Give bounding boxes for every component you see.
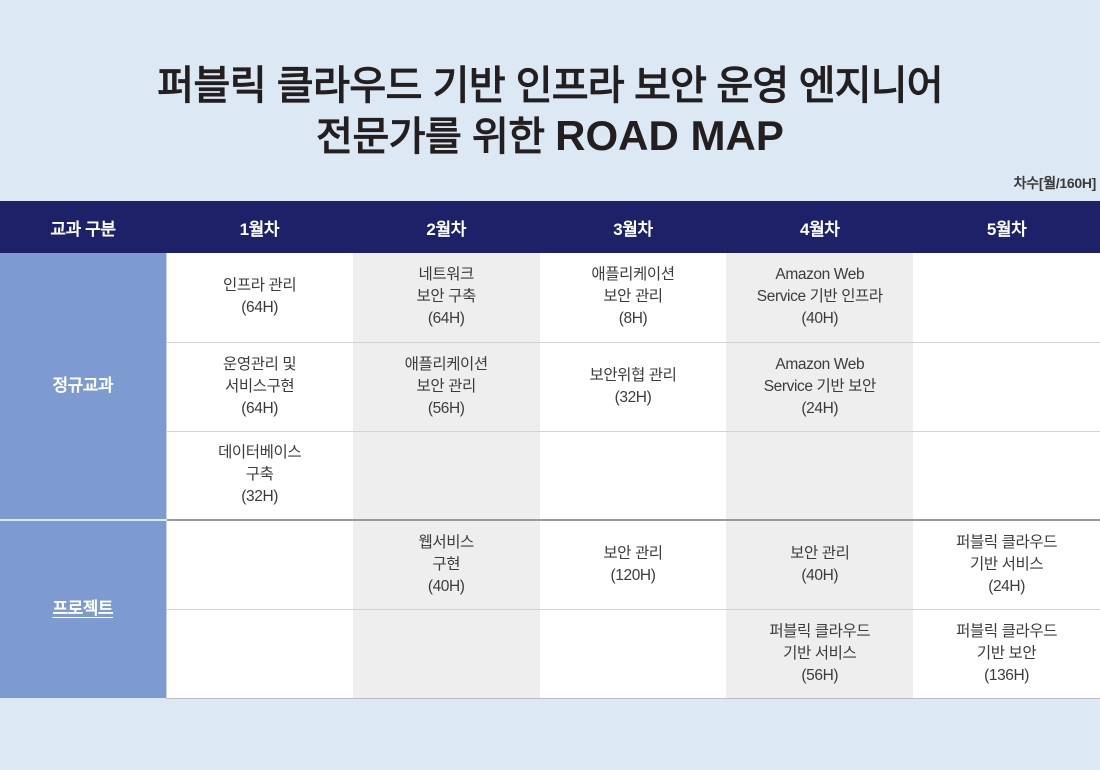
page-title-line-2-normal: 전문가를 위한 (316, 115, 556, 159)
course-cell: 보안 관리 (120H) (539, 519, 727, 610)
table-header-month4: 4월차 (726, 201, 914, 253)
course-hours: (40H) (427, 577, 465, 595)
course-hours: (136H) (984, 666, 1030, 684)
course-name: Amazon Web Service 기반 보안 (763, 355, 877, 395)
course-cell: Amazon Web Service 기반 보안 (24H) (726, 342, 914, 432)
roadmap-table: 교과 구분 1월차 2월차 3월차 4월차 5월차 정규교과 인프라 관리 (64H) 네트워크… (0, 201, 1100, 699)
course-name: 애플리케이션 보안 관리 (404, 355, 489, 395)
course-cell-empty (539, 431, 727, 521)
course-hours: (40H) (801, 310, 839, 328)
course-name: 네트워크 보안 구축 (416, 266, 477, 306)
course-name: 보안 관리 (603, 544, 663, 562)
course-hours: (32H) (241, 488, 279, 506)
course-name: 퍼블릭 클라우드 기반 서비스 (769, 622, 871, 662)
course-cell-empty (166, 609, 353, 699)
course-name: 웹서비스 구현 (418, 533, 474, 573)
course-cell: 인프라 관리 (64H) (166, 253, 353, 343)
course-cell: Amazon Web Service 기반 인프라 (40H) (726, 253, 914, 343)
course-hours: (24H) (988, 577, 1025, 595)
course-hours: (8H) (618, 310, 648, 328)
course-cell: 운영관리 및 서비스구현 (64H) (166, 342, 353, 432)
table-row: 운영관리 및 서비스구현 (64H) 애플리케이션 보안 관리 (56H) 보안위협 관리 (… (0, 342, 1100, 432)
page-title-line-2: 전문가를 위한 ROAD MAP (0, 111, 1100, 162)
course-cell-empty (913, 342, 1100, 432)
course-cell: 퍼블릭 클라우드 기반 서비스 (56H) (726, 609, 914, 699)
course-cell-empty (913, 431, 1100, 521)
course-name: 보안 관리 (790, 544, 850, 562)
course-cell: 애플리케이션 보안 관리 (56H) (352, 342, 540, 432)
course-name: 운영관리 및 서비스구현 (223, 355, 297, 395)
group-label-text: 정규교과 (52, 375, 114, 395)
page-title-line-1-emphasis: 인프라 보안 운영 엔지니어 (515, 64, 944, 108)
table-header-division: 교과 구분 (0, 201, 166, 253)
table-header-month1: 1월차 (166, 201, 353, 253)
course-name: 인프라 관리 (223, 277, 297, 295)
group-label-text: 프로젝트 (52, 599, 114, 619)
course-hours: (120H) (610, 566, 656, 584)
group-label-2: 프로젝트 (0, 519, 167, 698)
course-cell: 보안위협 관리 (32H) (539, 342, 727, 432)
course-cell-empty (352, 609, 540, 699)
page-title-line-1-normal: 퍼블릭 클라우드 기반 (157, 64, 516, 108)
table-header-month5: 5월차 (913, 201, 1100, 253)
course-name: 퍼블릭 클라우드 기반 서비스 (956, 533, 1058, 573)
course-cell-empty (539, 609, 727, 699)
course-name: 데이터베이스 구축 (218, 444, 302, 484)
course-name: 보안위협 관리 (589, 366, 677, 384)
unit-note: 차수[월/160H] (1013, 175, 1097, 191)
table-row: 정규교과 인프라 관리 (64H) 네트워크 보안 구축 (64H) 애플리케이션 보안 관리… (0, 253, 1100, 520)
course-cell: 웹서비스 구현 (40H) (352, 519, 540, 610)
course-cell: 보안 관리 (40H) (726, 519, 914, 610)
course-name: Amazon Web Service 기반 인프라 (756, 266, 883, 306)
course-hours: (24H) (801, 399, 839, 417)
course-hours: (64H) (427, 310, 465, 328)
table-header-month2: 2월차 (352, 201, 540, 253)
table-body: 정규교과 인프라 관리 (64H) 네트워크 보안 구축 (64H) 애플리케이션 보안 관리… (0, 253, 1100, 699)
course-hours: (56H) (427, 399, 465, 417)
course-hours: (64H) (241, 299, 279, 317)
course-cell: 데이터베이스 구축 (32H) (166, 431, 353, 521)
course-cell: 네트워크 보안 구축 (64H) (352, 253, 540, 343)
page-title-block: 퍼블릭 클라우드 기반 인프라 보안 운영 엔지니어 전문가를 위한 ROAD … (0, 0, 1100, 162)
course-name: 애플리케이션 보안 관리 (591, 266, 675, 306)
course-cell-empty (913, 253, 1100, 343)
course-cell-empty (166, 519, 353, 610)
course-cell-empty (726, 431, 914, 521)
course-hours: (56H) (801, 666, 839, 684)
course-hours: (64H) (241, 399, 279, 417)
course-cell: 애플리케이션 보안 관리 (8H) (539, 253, 727, 343)
table-header-row: 교과 구분 1월차 2월차 3월차 4월차 5월차 (0, 201, 1100, 253)
table-header: 교과 구분 1월차 2월차 3월차 4월차 5월차 (0, 201, 1100, 253)
course-name: 퍼블릭 클라우드 기반 보안 (956, 622, 1058, 662)
table-header-month3: 3월차 (539, 201, 727, 253)
page-title-line-2-emphasis: ROAD MAP (555, 112, 784, 159)
table-row: 퍼블릭 클라우드 기반 서비스 (56H) 퍼블릭 클라우드 기반 보안 (136H) (0, 609, 1100, 699)
course-cell-empty (352, 431, 540, 521)
course-hours: (40H) (801, 566, 839, 584)
page-title-line-1: 퍼블릭 클라우드 기반 인프라 보안 운영 엔지니어 (0, 62, 1100, 111)
group-label-1: 정규교과 (0, 253, 167, 520)
course-cell: 퍼블릭 클라우드 기반 서비스 (24H) (913, 519, 1100, 610)
table-row: 프로젝트 웹서비스 구현 (40H) 보안 관리 (120H) 보안 관리 (40H) 퍼블릭 … (0, 519, 1100, 698)
course-cell: 퍼블릭 클라우드 기반 보안 (136H) (913, 609, 1100, 699)
course-hours: (32H) (614, 388, 652, 406)
